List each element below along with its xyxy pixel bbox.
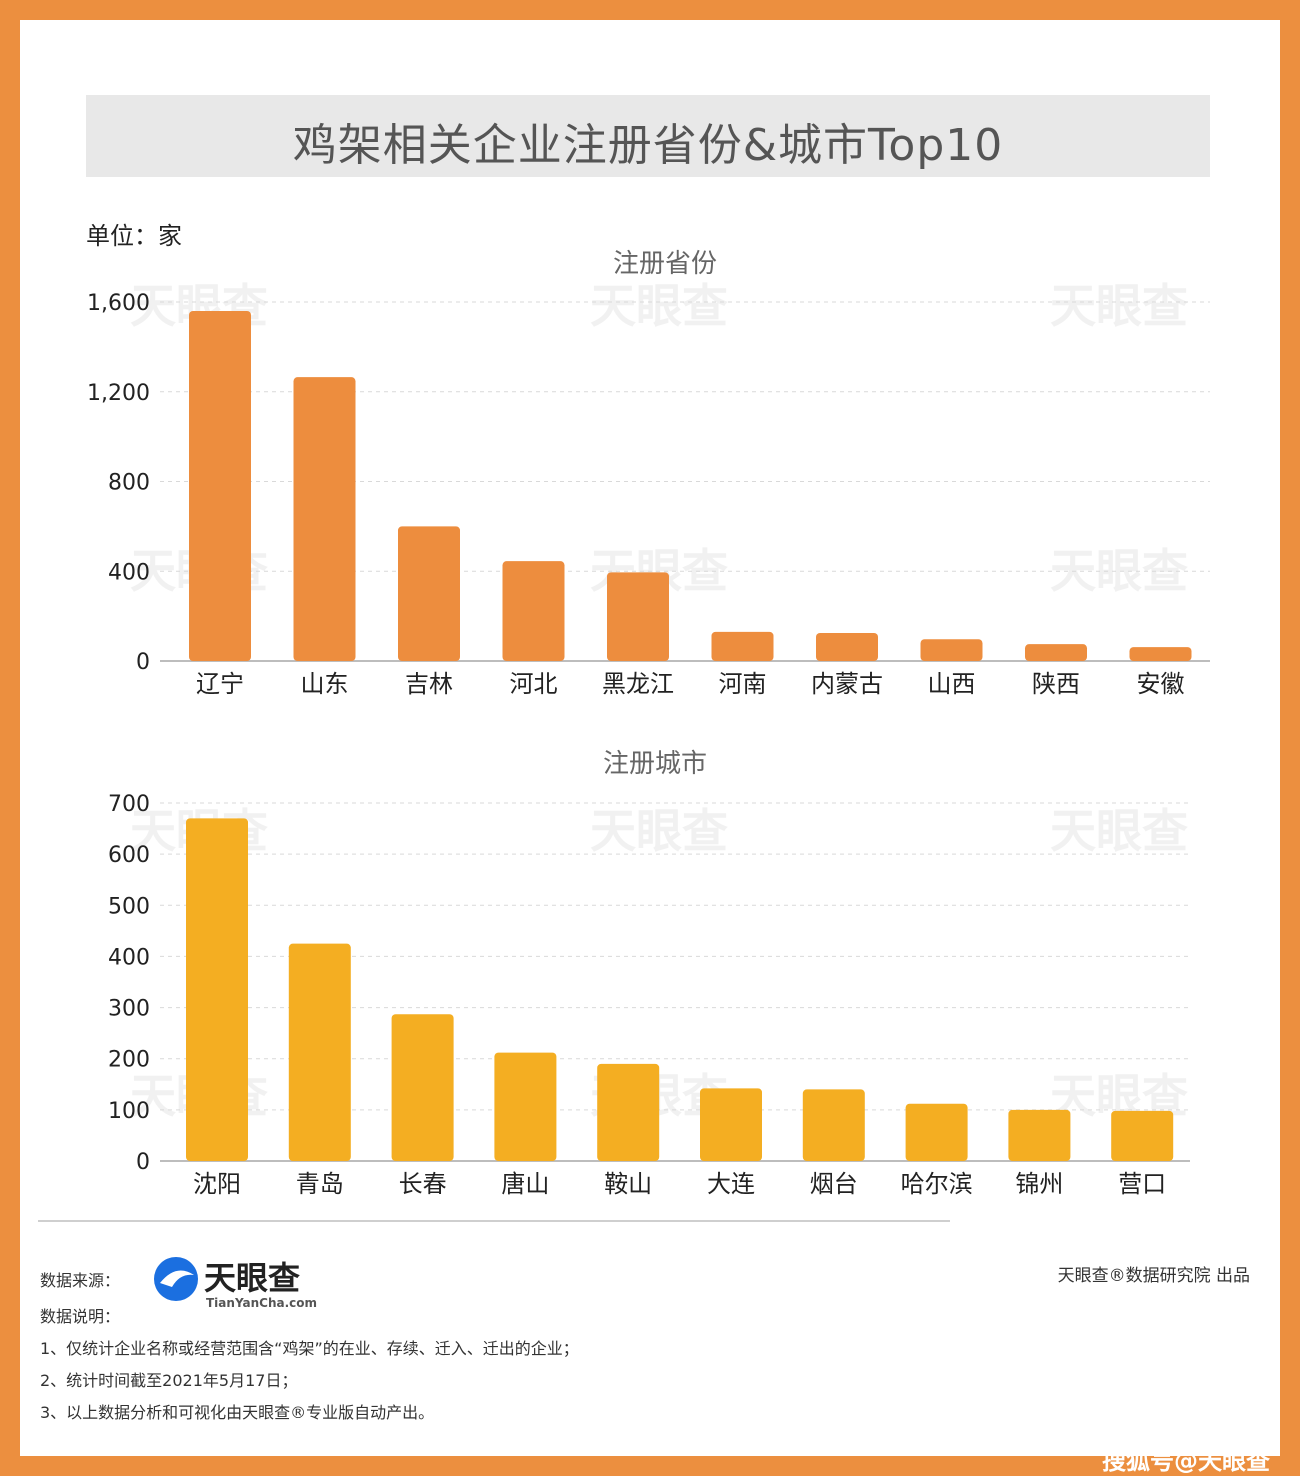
bar — [494, 1052, 557, 1161]
x-category-label: 安徽 — [1137, 670, 1185, 698]
bar — [700, 1088, 762, 1161]
x-category-label: 烟台 — [810, 1170, 858, 1198]
footer-divider — [38, 1220, 950, 1222]
source-label: 数据来源： — [40, 1271, 121, 1290]
credit-text: 天眼查®数据研究院 出品 — [1057, 1266, 1250, 1286]
bar — [802, 1089, 865, 1161]
corner-watermark: 搜狐号@天眼查 — [1102, 1447, 1270, 1475]
y-tick-label: 1,600 — [87, 291, 150, 316]
x-category-label: 长春 — [399, 1170, 447, 1198]
bar — [398, 526, 460, 661]
x-category-label: 大连 — [707, 1170, 755, 1198]
city-bar-chart: 注册城市 0 100 200 300 400 500 600 700 沈阳 青岛 长春 唐山 鞍山 大连 烟台… — [108, 749, 1190, 1198]
bar — [711, 631, 774, 661]
watermark-logo: 天眼查 — [1050, 804, 1188, 858]
x-category-label: 陕西 — [1032, 670, 1080, 698]
chart-title: 注册省份 — [613, 249, 717, 279]
unit-label: 单位：家 — [86, 222, 182, 250]
x-category-label: 山西 — [928, 670, 976, 698]
watermark-logo: 天眼查 — [590, 279, 728, 333]
y-tick-label: 400 — [108, 560, 150, 585]
bar — [391, 1014, 454, 1161]
x-category-label: 河北 — [510, 670, 558, 698]
bar — [1008, 1109, 1071, 1161]
bar — [905, 1103, 968, 1161]
bar — [189, 310, 251, 661]
y-tick-label: 0 — [136, 650, 150, 675]
x-category-label: 内蒙古 — [811, 670, 883, 698]
x-category-label: 营口 — [1118, 1170, 1166, 1198]
tianyancha-logo: 天眼查 TianYanCha.com — [154, 1257, 317, 1310]
bar — [1111, 1110, 1174, 1161]
x-category-label: 锦州 — [1015, 1170, 1063, 1198]
chart-title: 注册城市 — [603, 749, 707, 779]
x-category-label: 辽宁 — [196, 670, 244, 698]
y-tick-label: 100 — [108, 1099, 150, 1124]
watermark-logo: 天眼查 — [590, 804, 728, 858]
page-title: 鸡架相关企业注册省份&城市Top10 — [292, 120, 1004, 171]
note-3: 3、以上数据分析和可视化由天眼查®专业版自动产出。 — [40, 1403, 435, 1422]
y-tick-label: 300 — [108, 997, 150, 1022]
bar — [920, 639, 983, 661]
watermark-logo: 天眼查 — [1050, 279, 1188, 333]
y-tick-label: 400 — [108, 945, 150, 970]
y-tick-label: 500 — [108, 894, 150, 919]
logo-text: 天眼查 — [204, 1259, 300, 1297]
y-tick-label: 200 — [108, 1048, 150, 1073]
title-banner: 鸡架相关企业注册省份&城市Top10 — [86, 95, 1210, 177]
x-category-label: 青岛 — [296, 1170, 344, 1198]
x-category-label: 鞍山 — [604, 1170, 652, 1198]
y-tick-label: 700 — [108, 792, 150, 817]
x-category-label: 山东 — [301, 670, 349, 698]
x-category-label: 哈尔滨 — [901, 1170, 973, 1198]
bar — [293, 377, 356, 661]
x-category-label: 吉林 — [405, 670, 453, 698]
logo-subtext: TianYanCha.com — [206, 1296, 317, 1310]
bar — [816, 632, 878, 661]
bar — [1025, 644, 1087, 661]
x-category-label: 黑龙江 — [602, 670, 674, 698]
province-bar-chart: 注册省份 0 400 800 1,200 1,600 辽宁 山东 吉林 河北 黑龙江 河南 内蒙古 山西 陕… — [87, 249, 1210, 698]
y-tick-label: 1,200 — [87, 381, 150, 406]
note-1: 1、仅统计企业名称或经营范围含“鸡架”的在业、存续、迁入、迁出的企业； — [40, 1339, 579, 1358]
bar — [288, 943, 351, 1161]
bar — [597, 1063, 660, 1161]
notes-label: 数据说明： — [40, 1307, 121, 1326]
bar — [186, 818, 248, 1161]
y-tick-label: 0 — [136, 1150, 150, 1175]
x-category-label: 沈阳 — [193, 1170, 241, 1198]
note-2: 2、统计时间截至2021年5月17日； — [40, 1371, 298, 1390]
infographic-panel: 鸡架相关企业注册省份&城市Top10 单位：家 天眼查 天眼查 天眼查 天眼查 … — [20, 20, 1280, 1456]
y-tick-label: 800 — [108, 471, 150, 496]
bar — [1129, 647, 1192, 661]
y-tick-label: 600 — [108, 843, 150, 868]
bar — [502, 561, 565, 661]
x-category-label: 河南 — [719, 670, 767, 698]
bar — [607, 572, 669, 661]
x-category-label: 唐山 — [501, 1170, 549, 1198]
